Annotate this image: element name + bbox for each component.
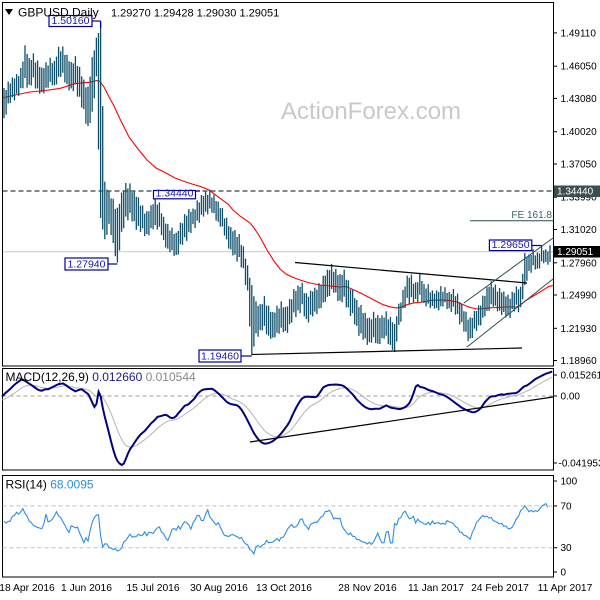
- svg-text:FE 161.8: FE 161.8: [511, 210, 552, 221]
- svg-text:24 Feb 2017: 24 Feb 2017: [471, 583, 529, 594]
- svg-text:1.46050: 1.46050: [561, 62, 598, 73]
- svg-text:1.19460: 1.19460: [201, 351, 239, 363]
- svg-text:-0.041953: -0.041953: [559, 459, 600, 470]
- svg-text:0.015261: 0.015261: [561, 371, 600, 382]
- svg-text:1.40020: 1.40020: [561, 127, 598, 138]
- svg-text:GBPUSD,Daily: GBPUSD,Daily: [18, 6, 99, 20]
- svg-text:1.24990: 1.24990: [561, 291, 598, 302]
- svg-text:100: 100: [561, 477, 578, 488]
- svg-text:1.33990: 1.33990: [561, 193, 598, 204]
- svg-text:1.27960: 1.27960: [561, 258, 598, 269]
- svg-text:13 Oct 2016: 13 Oct 2016: [256, 583, 312, 594]
- svg-text:1.27940: 1.27940: [68, 259, 106, 271]
- svg-text:1.18960: 1.18960: [561, 356, 598, 367]
- svg-text:1.29051: 1.29051: [557, 247, 594, 258]
- svg-text:1.31020: 1.31020: [561, 225, 598, 236]
- svg-text:1.37050: 1.37050: [561, 160, 598, 171]
- svg-text:MACD(12,26,9) 0.012660 0.01054: MACD(12,26,9) 0.012660 0.010544: [6, 370, 196, 384]
- svg-text:11 Jan 2017: 11 Jan 2017: [408, 583, 464, 594]
- svg-text:15 Jul 2016: 15 Jul 2016: [126, 583, 180, 594]
- svg-text:1.21930: 1.21930: [561, 324, 598, 335]
- svg-text:RSI(14) 68.0095: RSI(14) 68.0095: [6, 478, 94, 492]
- svg-text:1.49110: 1.49110: [561, 28, 597, 39]
- svg-text:ActionForex.com: ActionForex.com: [281, 98, 461, 125]
- svg-text:1.34440: 1.34440: [557, 187, 594, 198]
- svg-text:0.00: 0.00: [561, 392, 581, 403]
- svg-text:0: 0: [561, 568, 567, 579]
- svg-text:30 Aug 2016: 30 Aug 2016: [190, 583, 248, 594]
- svg-text:18 Apr 2016: 18 Apr 2016: [0, 583, 55, 594]
- svg-text:1.50160: 1.50160: [52, 15, 90, 27]
- svg-text:11 Apr 2017: 11 Apr 2017: [538, 583, 593, 594]
- svg-text:1.34440: 1.34440: [156, 187, 194, 199]
- svg-text:70: 70: [561, 501, 573, 512]
- svg-text:1.29650: 1.29650: [492, 239, 530, 251]
- svg-text:1.43080: 1.43080: [561, 94, 598, 105]
- svg-text:30: 30: [561, 543, 573, 554]
- svg-text:1 Jun 2016: 1 Jun 2016: [61, 583, 112, 594]
- svg-text:28 Nov 2016: 28 Nov 2016: [338, 583, 397, 594]
- svg-text:1.29270 1.29428 1.29030 1.2905: 1.29270 1.29428 1.29030 1.29051: [111, 8, 279, 20]
